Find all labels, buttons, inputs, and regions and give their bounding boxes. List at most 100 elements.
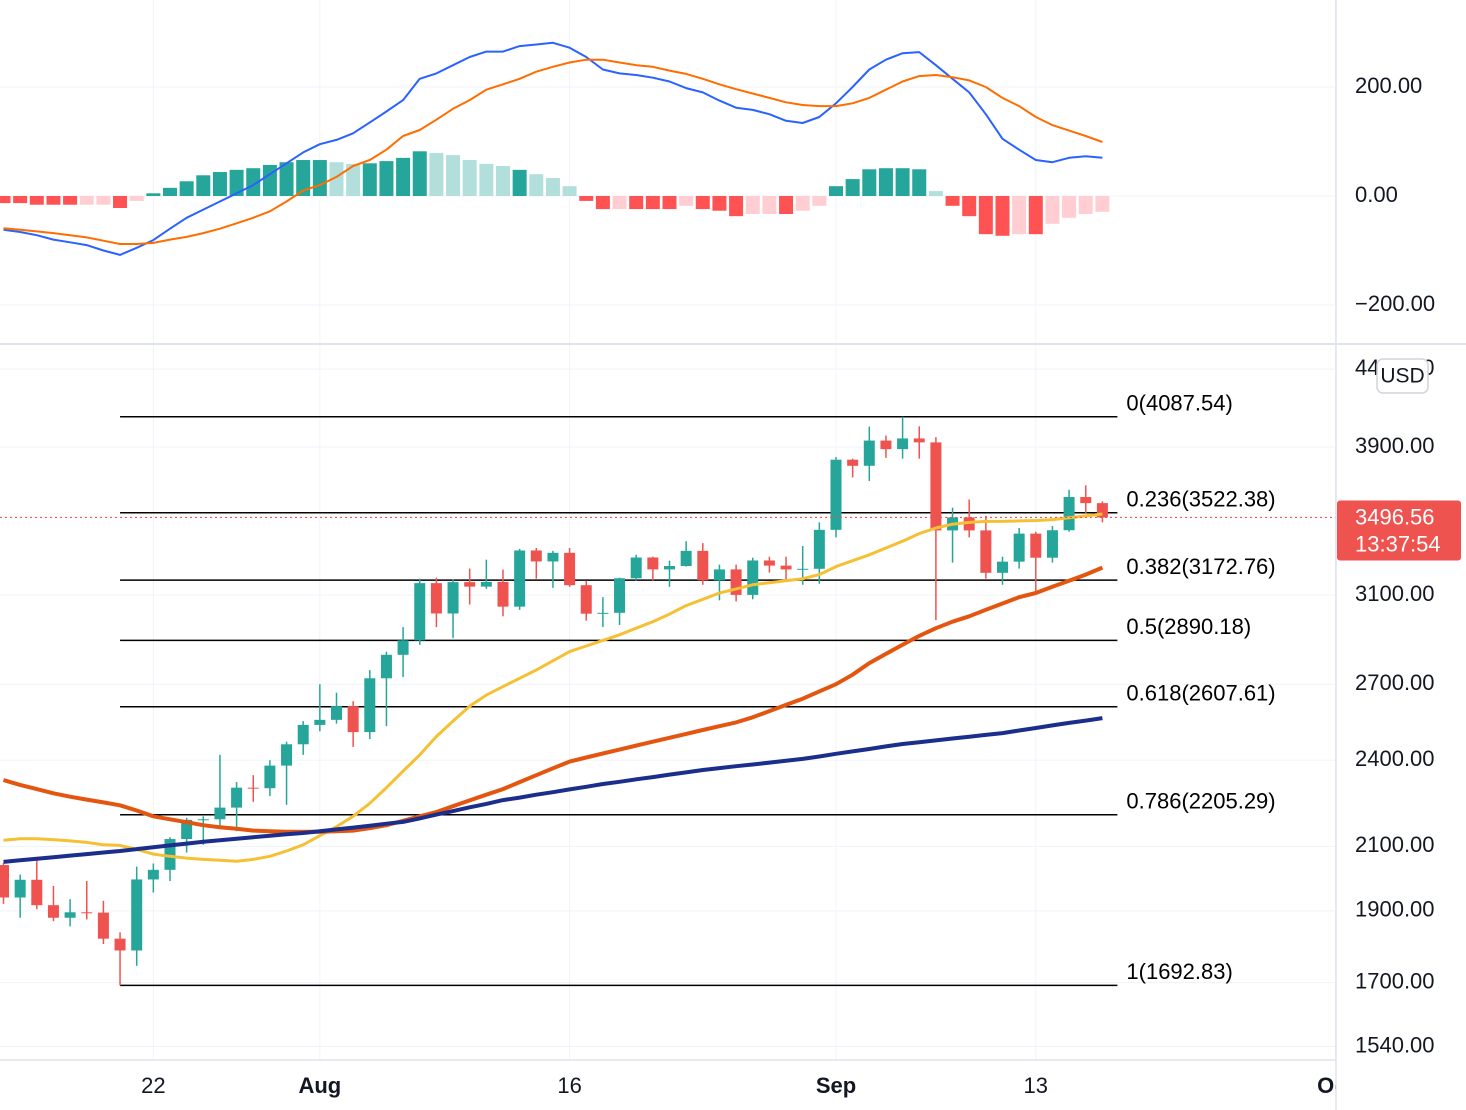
last-price-label: 3496.56 [1355, 504, 1435, 529]
candle-body [47, 905, 59, 918]
histogram-bar [895, 168, 910, 196]
candle-body [447, 582, 459, 614]
currency-label: USD [1380, 365, 1424, 388]
histogram-bar [795, 196, 810, 211]
fib-label: 0.5(2890.18) [1126, 614, 1251, 639]
candle-body [1080, 497, 1092, 504]
candle-body [863, 440, 875, 466]
histogram-bar [612, 196, 627, 210]
moving-average [2, 565, 1104, 834]
histogram-bar [595, 196, 610, 210]
histogram-bar [446, 155, 461, 196]
candle-body [347, 706, 359, 733]
histogram-bar [146, 193, 161, 196]
histogram-bar [1078, 196, 1093, 214]
histogram-bar [79, 196, 94, 205]
candle-body [980, 530, 992, 573]
candle-body [14, 879, 26, 898]
y-tick-label: 2400.00 [1355, 746, 1435, 771]
candle-body [314, 719, 326, 725]
x-tick-label: Sep [816, 1073, 856, 1098]
candle-body [730, 569, 742, 595]
currency-badge [1376, 358, 1429, 394]
candle-body [763, 560, 775, 566]
candle-body [663, 566, 675, 570]
candle-body [181, 819, 193, 840]
candle-body [164, 839, 176, 870]
candle-body [713, 569, 725, 581]
candle-body [897, 438, 909, 450]
moving-average [3, 512, 1103, 863]
candle-body [81, 912, 93, 914]
histogram-bar [645, 196, 660, 210]
y-tick-label: 1540.00 [1355, 1032, 1435, 1057]
candle-body [1096, 503, 1108, 518]
histogram-bar [46, 196, 61, 205]
histogram-bar [529, 174, 544, 196]
candle-body [430, 583, 442, 614]
candle-body [1030, 533, 1042, 558]
candle-body [580, 585, 592, 614]
candle-body [813, 529, 825, 569]
histogram-bar [429, 152, 444, 196]
histogram-bar [995, 196, 1010, 236]
histogram-bar [945, 196, 960, 206]
histogram-bar [1012, 196, 1027, 235]
histogram-bar [762, 196, 777, 214]
candle-body [1013, 533, 1025, 562]
histogram-bar [113, 196, 128, 208]
candle-body [97, 912, 109, 939]
histogram-bar [729, 196, 744, 217]
candle-body [913, 438, 925, 443]
candle-body [281, 744, 293, 766]
candle-body [297, 724, 309, 745]
histogram-bar [379, 161, 394, 196]
histogram-bar [912, 169, 927, 196]
fib-label: 0.236(3522.38) [1126, 487, 1275, 512]
histogram-bar [346, 163, 361, 196]
histogram-bar [262, 164, 277, 196]
moving-average [3, 716, 1103, 864]
macd-line [3, 58, 1103, 245]
histogram-bar [412, 151, 427, 196]
y-tick-label: 1900.00 [1355, 897, 1435, 922]
candle-body [197, 819, 209, 821]
histogram-bar [129, 196, 144, 201]
histogram-bar [779, 196, 794, 214]
fib-label: 0.618(2607.61) [1126, 681, 1275, 706]
x-tick-label: 22 [141, 1073, 165, 1098]
candle-body [747, 560, 759, 595]
candle-body [31, 879, 43, 906]
candle-body [114, 938, 126, 951]
macd-line [3, 41, 1103, 256]
candle-body [147, 869, 159, 880]
candle-body [996, 561, 1008, 573]
candle-body [797, 568, 809, 570]
histogram-bar [495, 166, 510, 196]
candle-body [830, 459, 842, 530]
x-tick-label: 16 [557, 1073, 581, 1098]
candle-body [414, 583, 426, 641]
fib-label: 0(4087.54) [1126, 391, 1232, 416]
histogram-bar [745, 196, 760, 214]
candle-body [464, 582, 476, 587]
histogram-bar [812, 196, 827, 206]
histogram-bar [29, 196, 44, 205]
candle-body [364, 678, 376, 733]
histogram-bar [1095, 196, 1110, 212]
histogram-bar [162, 187, 177, 196]
candle-body [597, 612, 609, 614]
y-tick-label: 0.00 [1355, 182, 1398, 207]
candle-body [930, 442, 942, 531]
fib-label: 0.382(3172.76) [1126, 554, 1275, 579]
y-tick-label: 3100.00 [1355, 581, 1435, 606]
candle-body [630, 557, 642, 579]
candle-body [514, 550, 526, 607]
y-tick-label: 200.00 [1355, 73, 1422, 98]
x-tick-label: 13 [1024, 1073, 1048, 1098]
histogram-bar [928, 191, 943, 196]
candle-body [330, 706, 342, 720]
histogram-bar [96, 196, 111, 205]
